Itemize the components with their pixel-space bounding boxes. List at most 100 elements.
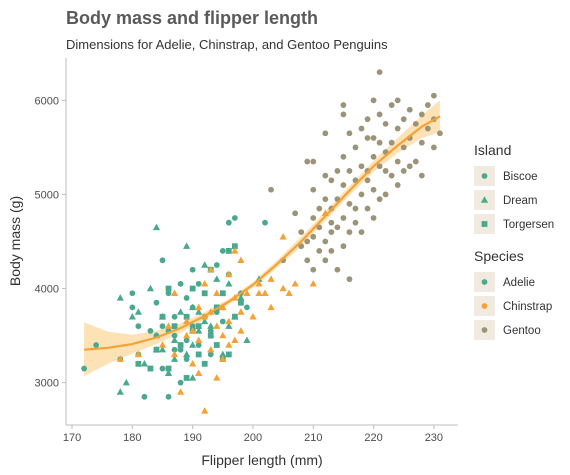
data-point bbox=[159, 365, 166, 372]
data-point bbox=[358, 125, 365, 132]
data-point bbox=[358, 163, 365, 170]
x-tick-label: 170 bbox=[63, 432, 81, 444]
data-point bbox=[171, 313, 178, 320]
data-point bbox=[304, 257, 311, 264]
data-point bbox=[177, 280, 184, 287]
y-tick-label: 6000 bbox=[35, 95, 59, 107]
legend-label: Gentoo bbox=[503, 325, 541, 337]
data-point bbox=[176, 308, 185, 315]
data-point bbox=[213, 304, 220, 311]
data-point bbox=[93, 342, 100, 348]
data-point bbox=[177, 342, 184, 348]
x-tick-label: 200 bbox=[244, 432, 262, 444]
data-point bbox=[346, 200, 353, 207]
series-gentoo bbox=[268, 69, 443, 283]
data-point bbox=[279, 284, 287, 292]
data-point bbox=[122, 378, 130, 386]
data-point bbox=[225, 322, 233, 329]
data-point bbox=[376, 139, 383, 146]
data-point bbox=[165, 365, 172, 372]
data-point bbox=[237, 299, 244, 306]
data-point bbox=[213, 275, 221, 282]
data-point bbox=[304, 238, 311, 245]
data-point bbox=[183, 295, 190, 301]
data-point bbox=[406, 106, 413, 113]
data-point bbox=[376, 111, 383, 118]
data-point bbox=[135, 360, 142, 367]
data-point bbox=[183, 242, 191, 249]
data-point bbox=[243, 289, 251, 296]
data-point bbox=[412, 120, 419, 127]
data-point bbox=[183, 317, 191, 325]
data-point bbox=[170, 336, 179, 344]
data-point bbox=[195, 308, 203, 315]
y-tick-label: 4000 bbox=[35, 284, 59, 296]
data-point bbox=[140, 360, 148, 367]
data-point bbox=[158, 345, 167, 353]
data-point bbox=[340, 243, 347, 250]
data-point bbox=[189, 323, 196, 330]
smooth-confidence-band bbox=[84, 100, 440, 377]
legend-symbol bbox=[481, 279, 488, 285]
data-point bbox=[177, 346, 184, 353]
data-point bbox=[81, 365, 87, 372]
data-point bbox=[346, 276, 353, 283]
data-point bbox=[430, 92, 437, 99]
data-point bbox=[201, 290, 208, 297]
data-point bbox=[237, 327, 245, 334]
legend-symbol bbox=[481, 327, 488, 333]
data-point bbox=[134, 308, 142, 315]
data-point bbox=[370, 215, 377, 221]
data-point bbox=[388, 172, 395, 179]
data-point bbox=[370, 153, 377, 160]
data-point bbox=[207, 351, 214, 358]
data-point bbox=[231, 243, 238, 250]
legend-label: Torgersen bbox=[503, 219, 554, 231]
data-point bbox=[213, 262, 220, 268]
data-point bbox=[310, 158, 317, 165]
data-point bbox=[364, 135, 371, 141]
legend-title: Island bbox=[474, 142, 511, 158]
legend-symbol bbox=[481, 221, 488, 227]
data-point bbox=[376, 196, 383, 203]
legend-label: Dream bbox=[503, 195, 538, 207]
data-point bbox=[201, 317, 209, 325]
data-point bbox=[364, 116, 371, 123]
x-tick-label: 230 bbox=[425, 432, 443, 444]
data-point bbox=[183, 350, 191, 358]
data-point bbox=[334, 224, 341, 231]
data-point bbox=[171, 346, 178, 353]
data-point bbox=[418, 111, 425, 118]
data-point bbox=[219, 350, 227, 358]
data-point bbox=[213, 322, 221, 329]
data-point bbox=[219, 290, 226, 297]
data-point bbox=[370, 135, 377, 141]
data-point bbox=[225, 280, 233, 287]
data-point bbox=[400, 144, 407, 151]
data-point bbox=[262, 219, 268, 226]
legend-label: Biscoe bbox=[503, 171, 538, 183]
data-point bbox=[183, 313, 190, 320]
data-point bbox=[316, 224, 323, 231]
data-point bbox=[316, 248, 323, 254]
data-point bbox=[394, 182, 401, 188]
data-point bbox=[358, 191, 365, 198]
data-point bbox=[231, 313, 238, 320]
data-point bbox=[328, 177, 335, 184]
y-axis: 3000 4000 5000 6000 bbox=[35, 95, 66, 390]
data-point bbox=[309, 280, 317, 287]
data-point bbox=[394, 125, 401, 132]
data-point bbox=[189, 285, 196, 292]
data-point bbox=[328, 248, 335, 254]
data-point bbox=[195, 327, 203, 334]
data-point bbox=[376, 163, 383, 170]
data-point bbox=[249, 313, 257, 320]
data-point bbox=[116, 294, 124, 301]
data-point bbox=[159, 323, 166, 330]
data-point bbox=[328, 229, 335, 235]
x-tick-label: 180 bbox=[123, 432, 141, 444]
data-point bbox=[364, 205, 371, 212]
data-point bbox=[195, 323, 202, 330]
data-point bbox=[213, 289, 221, 296]
data-point bbox=[394, 97, 401, 104]
